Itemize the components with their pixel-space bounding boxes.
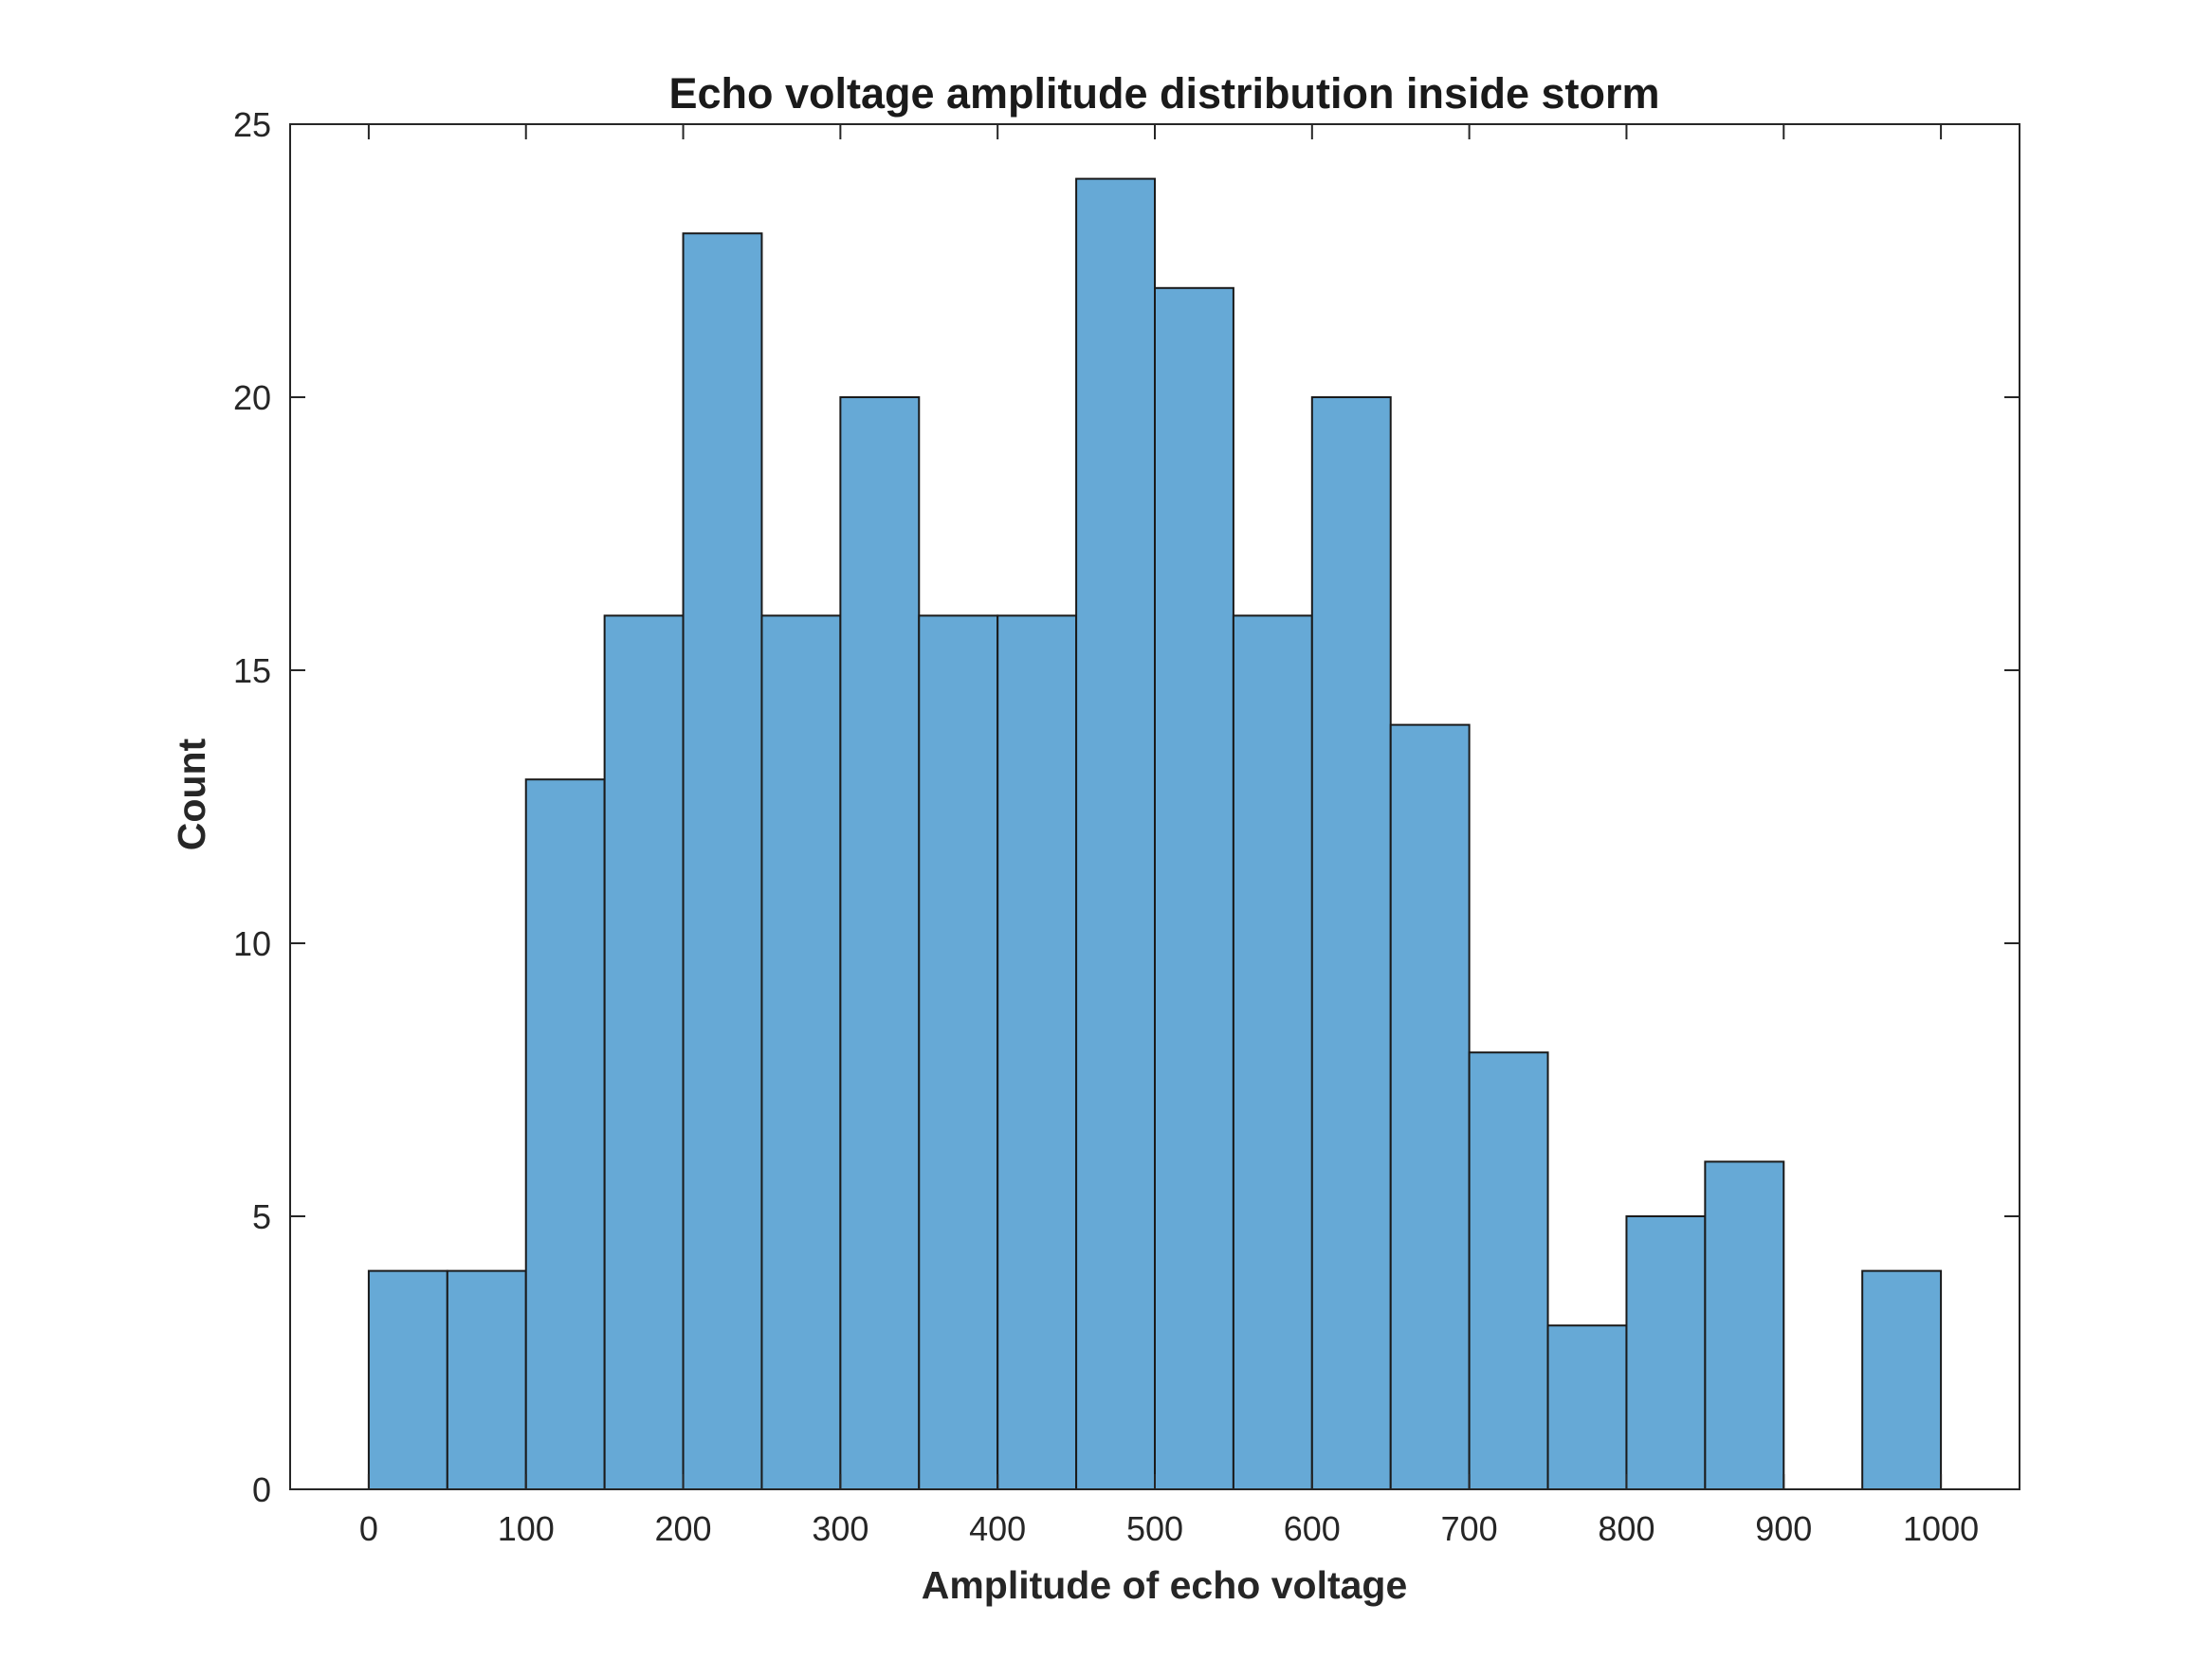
histogram-bar [603, 614, 685, 1490]
y-tick-label: 10 [233, 924, 271, 963]
x-tick-label: 800 [1598, 1509, 1654, 1548]
y-tick-label: 20 [233, 378, 271, 417]
histogram-bar [1389, 723, 1471, 1490]
x-tick-label: 600 [1284, 1509, 1341, 1548]
y-axis-label: Count [170, 738, 213, 850]
ticks-group [290, 123, 2020, 1490]
histogram-bar [760, 614, 842, 1490]
x-tick-label: 500 [1126, 1509, 1183, 1548]
x-tick-label: 300 [812, 1509, 868, 1548]
histogram-bar [996, 614, 1078, 1490]
histogram-bar [1468, 1051, 1549, 1490]
histogram-bar [1075, 177, 1157, 1491]
tick-labels-group: 0 100 200 300 400 500 600 700 800 900 1000 0 5 10 15 20… [233, 105, 1979, 1548]
x-tick-label: 400 [969, 1509, 1026, 1548]
histogram-bar [1232, 614, 1313, 1490]
histogram-bar [446, 1269, 527, 1490]
histogram-bar [1310, 396, 1392, 1490]
x-tick-label: 1000 [1903, 1509, 1979, 1548]
histogram-bar [839, 396, 921, 1490]
histogram-bar [918, 614, 999, 1490]
y-tick-label: 25 [233, 105, 271, 144]
x-tick-label: 700 [1441, 1509, 1498, 1548]
x-tick-label: 200 [655, 1509, 712, 1548]
y-tick-label: 15 [233, 651, 271, 690]
x-axis-label: Amplitude of echo voltage [922, 1563, 1408, 1607]
x-tick-label: 100 [498, 1509, 555, 1548]
histogram-bar [524, 778, 606, 1490]
y-tick-label: 5 [252, 1197, 271, 1236]
x-tick-label: 900 [1755, 1509, 1812, 1548]
histogram-bar [367, 1269, 448, 1490]
chart-title: Echo voltage amplitude distribution insi… [668, 69, 1659, 118]
histogram-bar [1861, 1269, 1943, 1490]
bars-group [367, 177, 1943, 1491]
histogram-bar [1546, 1324, 1628, 1490]
histogram-bar [1625, 1215, 1707, 1490]
x-tick-label: 0 [359, 1509, 378, 1548]
y-tick-label: 0 [252, 1470, 271, 1509]
histogram-bar [682, 232, 763, 1491]
histogram-bar [1154, 286, 1234, 1490]
histogram-bar [1704, 1160, 1785, 1491]
